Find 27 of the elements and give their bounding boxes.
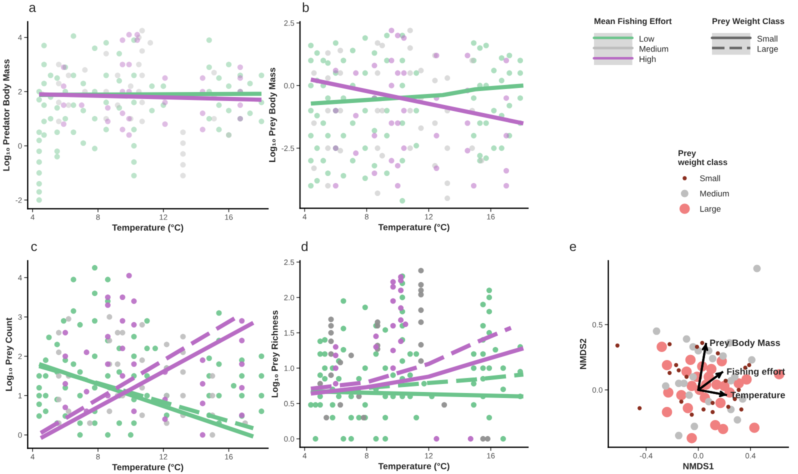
y-axis-title: NMDS2 xyxy=(580,338,586,369)
y-axis-title: Log₁₀ Prey Count xyxy=(6,318,14,391)
chart-title: a xyxy=(29,4,36,12)
chart-title: c xyxy=(31,244,37,252)
legend-label: Medium xyxy=(640,46,668,52)
legend-label: Medium xyxy=(700,190,729,197)
legend-title: Mean Fishing Effort xyxy=(594,18,672,26)
x-axis-title: Temperature (°C) xyxy=(378,224,450,232)
x-axis-title: Temperature (°C) xyxy=(112,224,184,232)
y-axis-title: Log₁₀ Prey Body Mass xyxy=(268,68,278,162)
annotation: Prey Body Mass xyxy=(710,339,780,348)
legend-label: Large xyxy=(700,206,721,214)
x-axis-title: Temperature (°C) xyxy=(112,464,184,472)
y-axis-title: Log₁₀ Prey Richness xyxy=(271,310,280,398)
legend-label: Large xyxy=(758,46,778,54)
legend-label: Low xyxy=(640,36,654,42)
x-axis-title: NMDS1 xyxy=(683,462,714,470)
x-axis-title: Temperature (°C) xyxy=(378,462,450,472)
chart-title: d xyxy=(302,241,308,252)
legend-label: Small xyxy=(757,36,778,42)
legend-title: Prey weight class xyxy=(678,150,728,167)
legend-label: Small xyxy=(700,175,720,182)
chart-title: e xyxy=(570,244,576,252)
legend-title: Prey Weight Class xyxy=(712,18,784,26)
chart-title: b xyxy=(302,2,309,12)
y-axis-title: Log₁₀ Predator Body Mass xyxy=(2,59,12,171)
legend-label: High xyxy=(640,56,656,64)
